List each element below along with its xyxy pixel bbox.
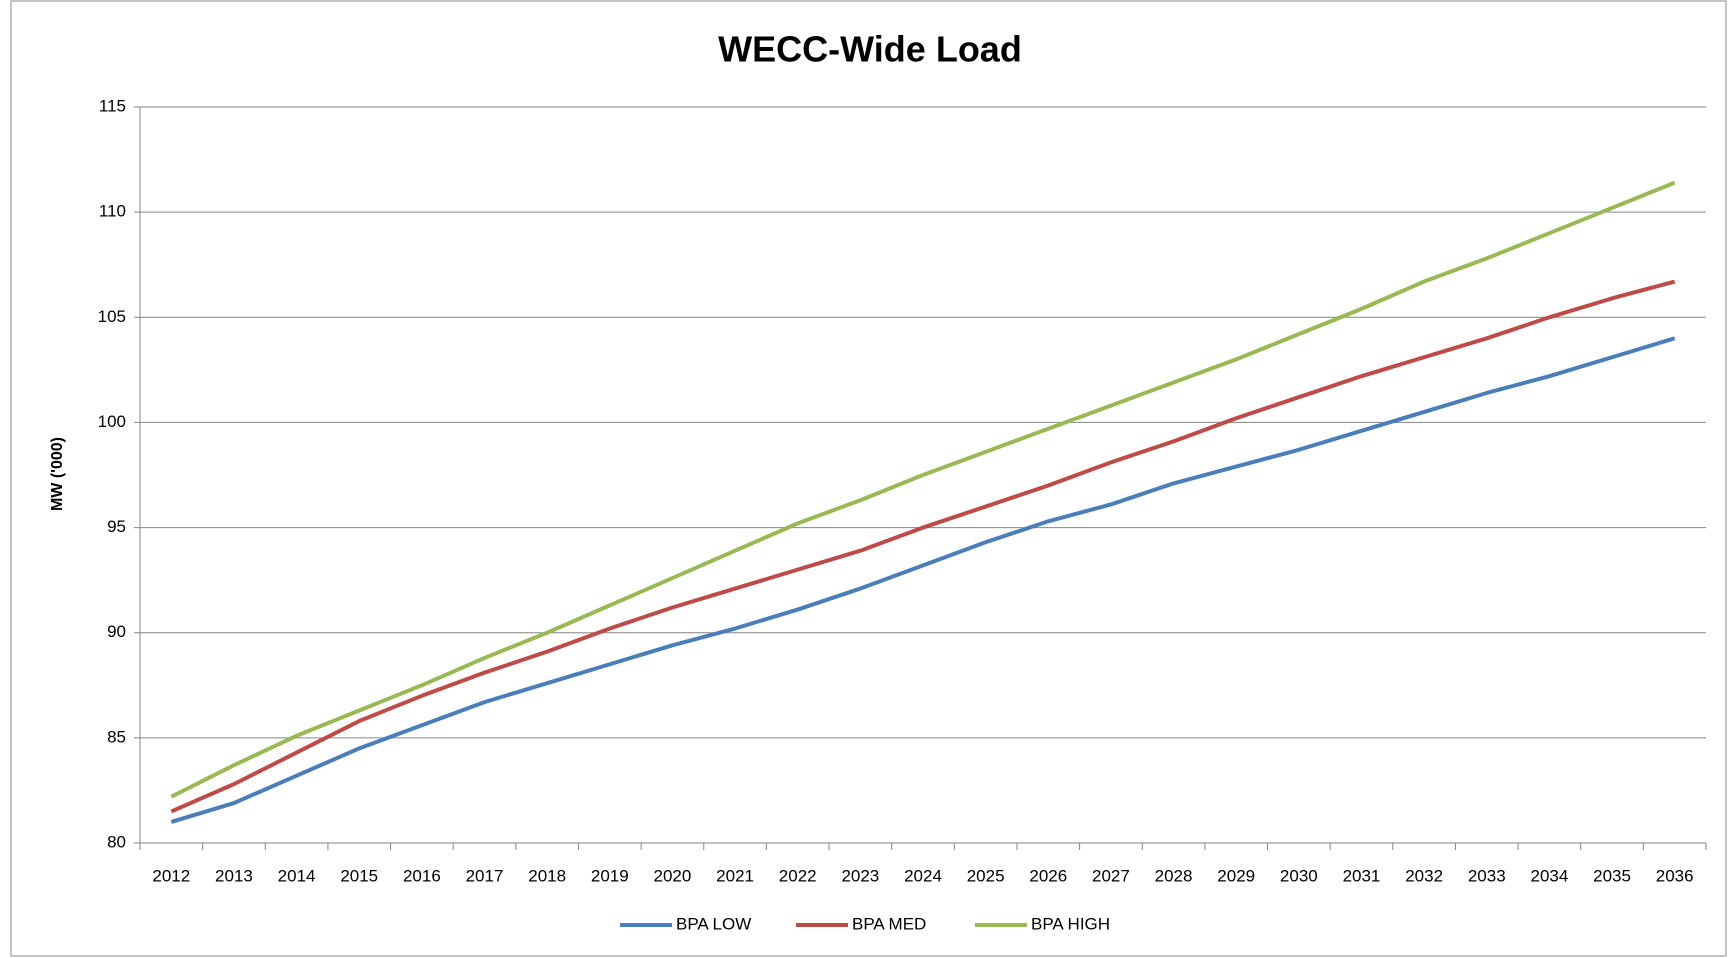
x-tick-label: 2019 [591,866,629,885]
x-tick-label: 2032 [1405,866,1443,885]
series-line [170,279,1676,814]
x-tick-label: 2036 [1656,866,1694,885]
x-tick-label: 2029 [1217,866,1255,885]
x-tick-label: 2016 [403,866,441,885]
y-tick-label: 85 [107,727,126,746]
legend-label: BPA HIGH [1031,914,1110,933]
chart-title: WECC-Wide Load [718,29,1022,70]
x-tick-label: 2025 [967,866,1005,885]
x-tick-label: 2023 [841,866,879,885]
x-tick-label: 2012 [152,866,190,885]
x-tick-label: 2021 [716,866,754,885]
x-tick-label: 2022 [779,866,817,885]
legend-label: BPA LOW [676,914,751,933]
chart-border [10,0,1727,957]
x-tick-label: 2024 [904,866,942,885]
series-line [170,336,1676,824]
x-tick-label: 2033 [1468,866,1506,885]
x-tick-label: 2026 [1029,866,1067,885]
x-tick-label: 2031 [1343,866,1381,885]
x-tick-label: 2034 [1530,866,1568,885]
y-tick-label: 105 [98,307,126,326]
x-tick-label: 2013 [215,866,253,885]
y-tick-label: 95 [107,517,126,536]
x-tick-label: 2027 [1092,866,1130,885]
x-tick-label: 2035 [1593,866,1631,885]
x-tick-label: 2020 [654,866,692,885]
y-axis-label: MW ('000) [49,437,66,511]
y-tick-label: 100 [98,412,126,431]
x-tick-label: 2014 [278,866,316,885]
y-tick-label: 90 [107,622,126,641]
x-tick-label: 2028 [1155,866,1193,885]
x-tick-label: 2018 [528,866,566,885]
series-line [170,180,1676,799]
x-tick-label: 2015 [340,866,378,885]
x-tick-label: 2030 [1280,866,1318,885]
x-tick-label: 2017 [466,866,504,885]
y-tick-label: 80 [107,832,126,851]
y-tick-label: 115 [99,96,126,115]
y-tick-label: 110 [99,202,126,221]
legend-label: BPA MED [852,914,926,933]
